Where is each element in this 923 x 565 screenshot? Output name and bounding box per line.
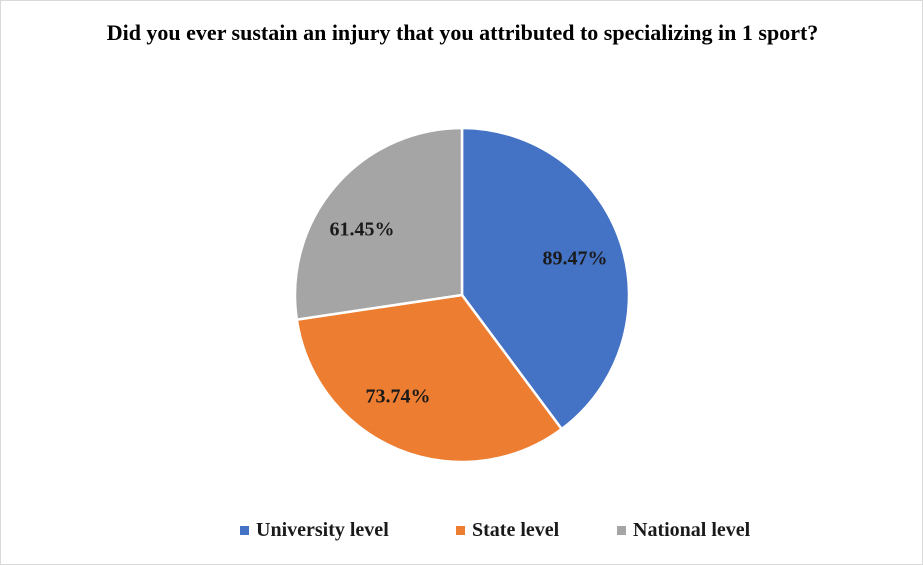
legend-label-university: University level <box>256 518 389 541</box>
pie-slice-national <box>293 126 464 321</box>
chart-title: Did you ever sustain an injury that you … <box>106 20 819 45</box>
legend-item-national: National level <box>617 516 750 544</box>
legend-swatch-university <box>240 525 249 535</box>
legend-swatch-national <box>617 525 626 535</box>
data-label-state: 73.74% <box>366 386 431 408</box>
legend-label-national: National level <box>633 518 751 541</box>
pie-slice-state <box>295 293 563 464</box>
pie-slice-university <box>460 126 631 431</box>
data-label-national: 61.45% <box>330 219 395 241</box>
legend-swatch-state <box>456 525 465 535</box>
data-label-university: 89.47% <box>543 248 608 270</box>
legend-label-state: State level <box>472 518 560 541</box>
legend-item-state: State level <box>456 516 559 544</box>
legend-item-university: University level <box>240 516 389 544</box>
chart-legend: University level State level National le… <box>0 516 923 544</box>
